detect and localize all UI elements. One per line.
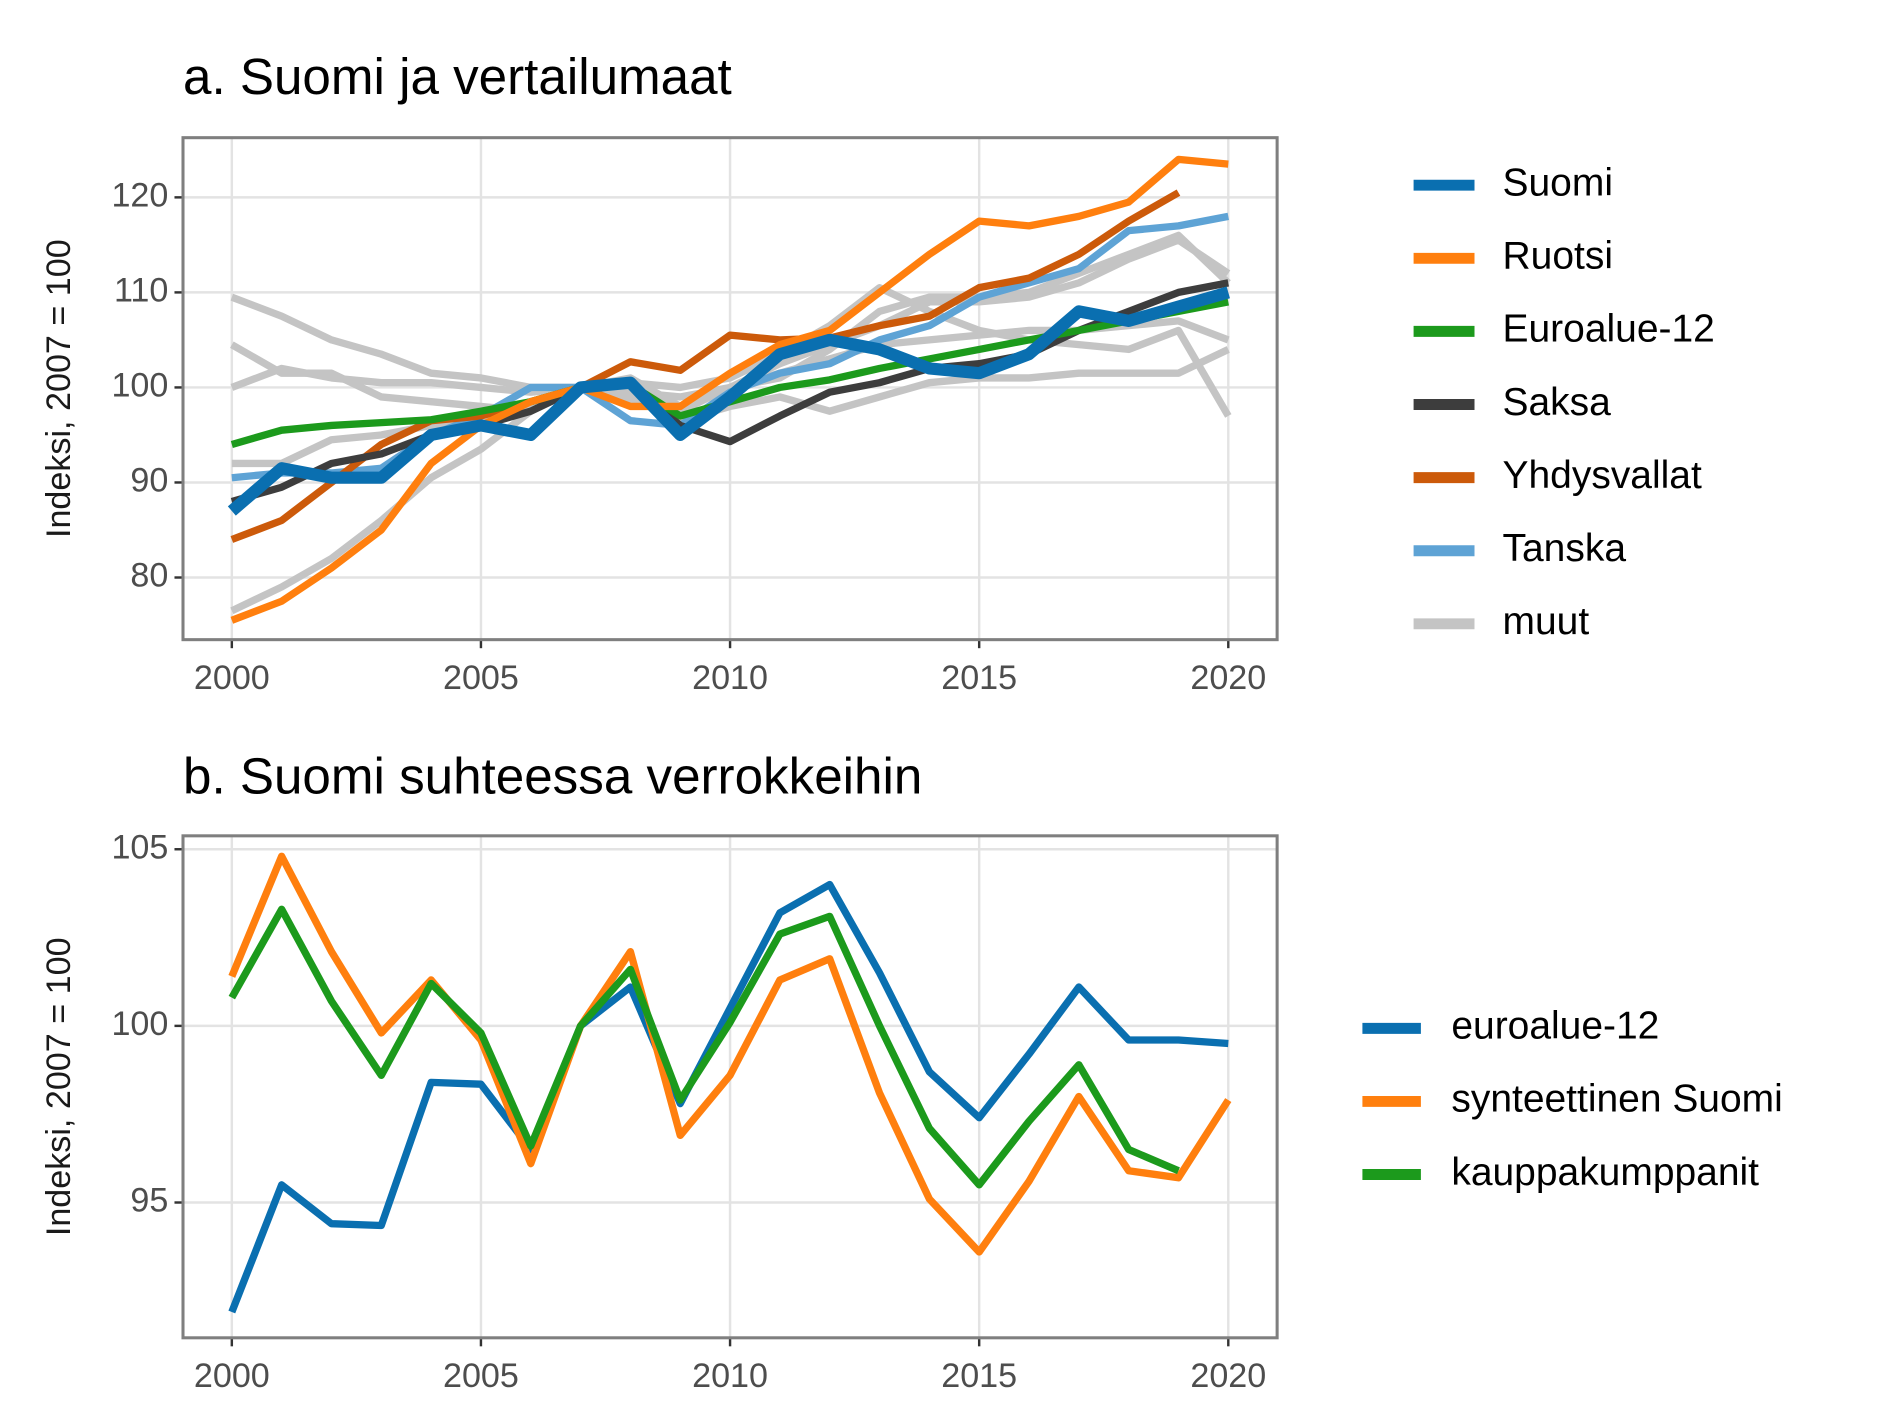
panel: b. Suomi suhteessa verrokkeihin Indeksi, … xyxy=(40,747,1783,1395)
x-tick-label: 2020 xyxy=(1190,659,1266,697)
panel: a. Suomi ja vertailumaat Indeksi, 2007 = … xyxy=(40,48,1715,697)
x-tick-label: 2020 xyxy=(1190,1357,1266,1395)
legend-label: Suomi xyxy=(1503,161,1613,204)
series-line xyxy=(230,283,1232,418)
series-line xyxy=(227,286,1230,516)
y-axis-label: Indeksi, 2007 = 100 xyxy=(40,239,78,538)
legend-label: Euroalue-12 xyxy=(1503,308,1715,351)
y-tick-label: 95 xyxy=(130,1182,168,1220)
x-tick-label: 2000 xyxy=(194,659,270,697)
x-tick-label: 2015 xyxy=(941,659,1017,697)
chart-title: b. Suomi suhteessa verrokkeihin xyxy=(183,747,922,804)
legend-label: euroalue-12 xyxy=(1451,1005,1659,1048)
y-tick-label: 110 xyxy=(114,271,168,309)
y-tick-label: 80 xyxy=(130,557,168,595)
chart-title: a. Suomi ja vertailumaat xyxy=(183,48,732,105)
legend-label: Ruotsi xyxy=(1503,235,1613,278)
legend-label: kauppakumppanit xyxy=(1451,1151,1759,1194)
legend-label: Yhdysvallat xyxy=(1503,454,1702,497)
y-tick-label: 120 xyxy=(111,176,168,214)
x-tick-label: 2010 xyxy=(692,659,768,697)
x-tick-label: 2000 xyxy=(194,1357,270,1395)
panel-border xyxy=(181,136,1279,642)
y-tick-label: 100 xyxy=(111,366,168,404)
series-line xyxy=(230,279,1229,505)
series-line xyxy=(228,852,1232,1256)
y-axis-label: Indeksi, 2007 = 100 xyxy=(40,937,78,1236)
series-line xyxy=(230,155,1229,624)
legend-label: Tanska xyxy=(1503,527,1627,570)
legend-label: muut xyxy=(1503,600,1590,643)
series-line xyxy=(230,189,1181,543)
x-tick-label: 2005 xyxy=(443,1357,519,1395)
x-tick-label: 2005 xyxy=(443,659,519,697)
panel-border xyxy=(181,834,1279,1340)
legend-label: Saksa xyxy=(1503,381,1612,424)
series-line xyxy=(228,905,1180,1189)
y-tick-label: 90 xyxy=(130,461,168,499)
legend-label: synteettinen Suomi xyxy=(1451,1078,1782,1121)
x-tick-label: 2010 xyxy=(692,1357,768,1395)
series-line xyxy=(230,341,1230,425)
y-tick-label: 100 xyxy=(111,1005,168,1043)
x-tick-label: 2015 xyxy=(941,1357,1017,1395)
series-line xyxy=(228,880,1229,1314)
y-tick-label: 105 xyxy=(111,828,168,866)
